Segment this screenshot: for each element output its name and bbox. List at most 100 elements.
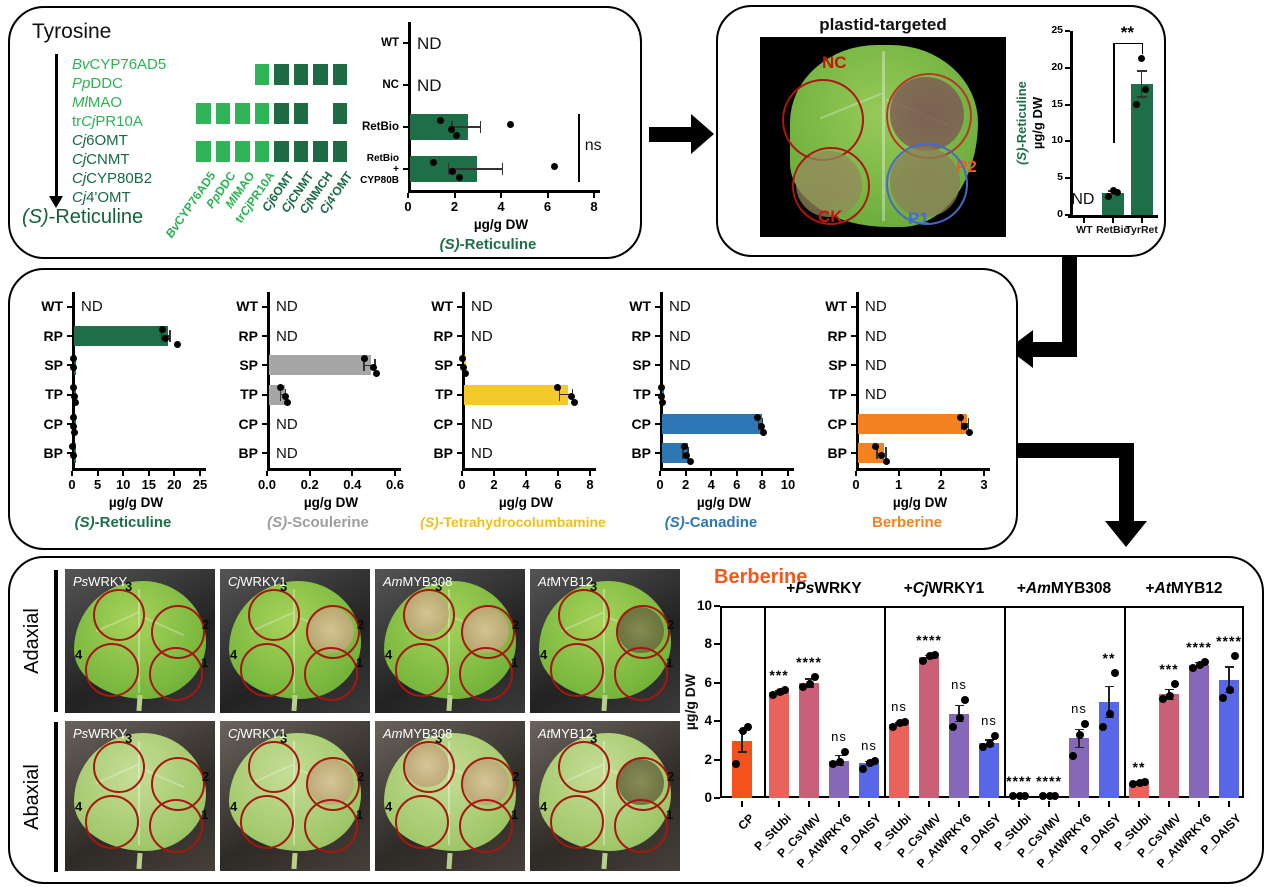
error-cap [682,447,684,460]
leaf-stem [601,852,608,870]
x-axis [462,468,596,471]
significance-label: ns [981,712,997,728]
data-point [568,393,576,401]
data-point [1099,722,1107,731]
data-point [776,688,784,697]
data-point [979,743,987,752]
x-tick [808,800,810,807]
leaf-stem [136,694,143,712]
data-point [859,765,867,774]
error-cap [834,764,844,767]
x-tick [453,192,456,198]
x-tick [351,470,354,476]
data-point [769,691,777,700]
nd-label: ND [417,75,442,95]
x-tick [868,800,870,807]
x-tick-label: 0 [656,477,664,492]
error-cap [363,359,365,372]
bracket-right [1141,42,1144,54]
heatmap-cell [274,64,289,85]
data-point [460,363,468,371]
panel-pathway: Tyrosine BvCYP76AD5 PpDDC MlMAO trCjPR10A Cj… [8,6,642,259]
x-tick [838,800,840,807]
category-label: RP [827,327,847,344]
category-tick [403,84,408,86]
infiltration-spot-number: 2 [202,617,210,632]
heatmap-cell [235,103,250,124]
category-label: RP [238,327,258,344]
data-point [1051,792,1059,800]
data-point [70,422,78,430]
heatmap-cell [254,103,269,124]
infiltration-circle [240,795,294,849]
significance-label: ns [861,737,877,753]
group-divider [764,606,766,798]
x-axis [660,468,794,471]
x-tick [1168,800,1170,807]
nd-label: ND [471,415,493,433]
leaf-midvein [138,741,140,845]
infiltration-spot-number: 2 [512,769,520,784]
infiltration-spot-number: 1 [666,807,674,822]
bar [464,384,568,405]
error-cap [160,330,163,342]
y-tick-label: 10 [696,598,712,613]
data-point [553,384,561,392]
x-tick-label: 0 [68,477,76,492]
gene-name: trCjPR10A [72,113,143,130]
category-label: SP [828,356,847,373]
leaf-photo-abaxial-pswrky: 3 2 4 1 PsWRKY [65,721,215,871]
heatmap-cell [313,64,328,85]
infiltration-spot-number: 2 [667,617,675,632]
y-tick [714,720,720,723]
infiltration-circle [395,795,449,849]
bar [858,414,967,434]
heatmap-cell [254,141,269,162]
heatmap-cell [215,103,230,124]
x-tick-label: 0 [458,477,466,492]
bar [799,682,819,798]
significance-label: *** [769,667,789,684]
infiltration-circle [403,589,455,641]
data-point [1106,709,1114,718]
infiltration-circle [93,741,145,793]
data-point [173,340,181,348]
category-tick [403,126,408,128]
infiltration-spot-number: 4 [540,647,548,662]
data-point [437,116,445,124]
infiltration-circle [248,589,300,641]
x-tick-label: 3 [980,477,988,492]
infiltration-spot-number: 2 [357,617,365,632]
data-point [70,363,78,371]
data-point [686,457,694,465]
data-point [1046,792,1054,800]
category-label: CP [433,415,453,432]
category-tick [655,393,660,396]
bar [1219,679,1239,798]
y-tick [1065,66,1070,69]
bar [1189,664,1209,798]
x-tick-label: 4 [522,477,530,492]
x-tick [855,470,857,476]
leaf-midvein [448,741,450,845]
y-tick [1065,30,1070,32]
data-point [806,679,814,688]
x-tick [593,192,595,198]
data-point [448,167,456,175]
chart-plastid-reticuline: 0 5 10 15 20 25 (S)-Reticuline µg/g DW WT ND RetBi… [1014,13,1160,249]
significance-label: *** [1159,660,1179,677]
chart-stable-tetrahydrocolumbamine: WT ND RP ND SP TP CP ND BP ND 0 2 4 6 8 µg/g DW (S)-Tetr… [420,284,606,534]
heatmap-cell [274,141,289,162]
bar [662,414,763,434]
x-tick [71,470,73,476]
x-tick-label: 10 [115,477,131,492]
error-cap [967,418,970,430]
leaf-midvein [603,741,605,845]
nd-label: ND [669,327,691,345]
x-tick-label: 0 [404,199,412,214]
heatmap-cell [293,103,308,124]
x-tick-label: 8 [758,477,766,492]
data-point [991,731,999,740]
data-point [1016,792,1024,800]
